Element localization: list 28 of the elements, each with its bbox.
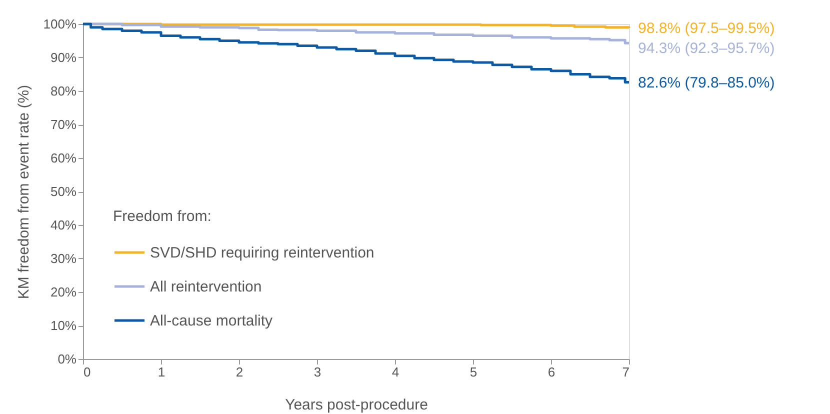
x-tick-label: 3 — [314, 364, 322, 380]
y-tick-label: 10% — [50, 318, 77, 333]
y-tick-label: 40% — [50, 218, 77, 232]
y-tick-label: 20% — [50, 284, 77, 300]
text: 94.3% (92.3–95.7%) — [638, 40, 775, 58]
x-tick-label: 2 — [236, 364, 244, 380]
x-tick-label: 7 — [622, 364, 630, 380]
x-tick-label: 5 — [470, 364, 478, 380]
y-tick-label: 100% — [43, 16, 77, 32]
legend-label: All-cause mortality — [150, 312, 274, 330]
y-tick-label: 90% — [50, 50, 77, 65]
x-axis-title: Years post-procedure — [285, 396, 428, 414]
y-tick-label: 50% — [50, 184, 77, 199]
x-tick-label: 6 — [548, 364, 556, 380]
legend-label: All reintervention — [150, 278, 262, 296]
y-tick-label: 70% — [50, 117, 77, 132]
y-tick-label: 0% — [58, 352, 77, 366]
legend-title: Freedom from: — [113, 208, 212, 225]
text: 98.8% (97.5–99.5%) — [638, 20, 775, 38]
x-tick-label: 4 — [392, 364, 400, 380]
y-tick-label: 60% — [50, 150, 77, 166]
y-axis-title: KM freedom from event rate (%) — [15, 84, 32, 300]
x-tick-label: 0 — [84, 364, 91, 380]
legend-label: SVD/SHD requiring reintervention — [150, 244, 374, 262]
x-tick-label: 1 — [158, 364, 166, 380]
y-tick-label: 30% — [50, 251, 77, 266]
y-tick-label: 80% — [50, 84, 77, 98]
text: 82.6% (79.8–85.0%) — [638, 74, 775, 92]
